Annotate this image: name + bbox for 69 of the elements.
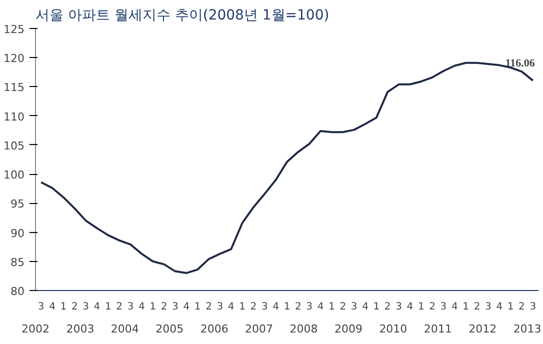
x-tick-label: 1 xyxy=(373,302,380,312)
x2-tick-label: 2008 xyxy=(290,322,318,336)
x-tick-label: 4 xyxy=(317,302,324,312)
x-tick-label: 1 xyxy=(150,302,156,312)
y-tick-label: 125 xyxy=(4,23,25,36)
x2-tick-label: 2011 xyxy=(424,322,452,336)
x-tick-label: 3 xyxy=(127,302,134,312)
y-tick-label: 105 xyxy=(4,139,25,152)
x2-tick-label: 2003 xyxy=(66,322,94,336)
x-tick-label: 4 xyxy=(406,302,414,312)
x-tick-label: 2 xyxy=(340,302,346,312)
x-tick-label: 3 xyxy=(350,302,358,312)
x2-tick-label: 2010 xyxy=(379,322,408,336)
x-tick-label: 3 xyxy=(172,302,178,312)
x2-tick-label: 2009 xyxy=(334,322,362,336)
x-tick-label: 3 xyxy=(82,302,89,312)
x-tick-label: 1 xyxy=(194,302,201,312)
chart-title: 서울 아파트 월세지수 추이(2008년 1월=100) xyxy=(36,8,330,24)
x-tick-label: 4 xyxy=(362,302,368,312)
y-tick-label: 120 xyxy=(4,52,25,66)
data-label: 116.06 xyxy=(505,58,536,70)
x2-tick-label: 2004 xyxy=(110,322,139,336)
x-tick-label: 1 xyxy=(507,302,514,312)
x-tick-label: 4 xyxy=(138,302,145,312)
x-tick-label: 2 xyxy=(160,302,168,312)
y-tick-label: 90 xyxy=(10,226,25,240)
x-tick-label: 2 xyxy=(518,302,525,312)
y-tick-label: 110 xyxy=(4,110,25,124)
x-tick-label: 1 xyxy=(418,302,424,312)
x-tick-label: 4 xyxy=(183,302,190,312)
x-tick-label: 3 xyxy=(530,302,536,312)
x2-tick-label: 2012 xyxy=(468,322,497,336)
x-tick-label: 3 xyxy=(306,302,313,312)
y-tick-label: 100 xyxy=(4,168,25,182)
x-tick-label: 3 xyxy=(485,302,492,312)
x-tick-label: 2 xyxy=(294,302,302,312)
x-tick-label: 2 xyxy=(429,302,436,312)
x-tick-label: 4 xyxy=(49,302,56,312)
x-tick-label: 3 xyxy=(216,302,224,312)
x-tick-label: 2 xyxy=(474,302,480,312)
y-tick-label: 115 xyxy=(4,81,25,94)
x2-tick-label: 2013 xyxy=(513,322,542,336)
x-tick-label: 1 xyxy=(328,302,335,312)
x-tick-label: 4 xyxy=(228,302,234,312)
x-tick-label: 4 xyxy=(272,302,280,312)
x-tick-label: 3 xyxy=(440,302,447,312)
x-tick-label: 2 xyxy=(250,302,257,312)
y-tick-label: 95 xyxy=(10,198,25,211)
x-tick-label: 2 xyxy=(384,302,391,312)
x-tick-label: 1 xyxy=(284,302,290,312)
x2-tick-label: 2007 xyxy=(245,322,274,336)
x2-tick-label: 2005 xyxy=(156,322,184,336)
x-tick-label: 2 xyxy=(71,302,78,312)
x-tick-label: 1 xyxy=(104,302,112,312)
x-tick-label: 4 xyxy=(451,302,458,312)
x-tick-label: 4 xyxy=(496,302,503,312)
x-tick-label: 1 xyxy=(239,302,246,312)
x-tick-label: 2 xyxy=(206,302,212,312)
x-tick-label: 3 xyxy=(261,302,268,312)
x2-tick-label: 2002 xyxy=(22,322,50,336)
x-tick-label: 1 xyxy=(60,302,67,312)
x-tick-label: 1 xyxy=(462,302,470,312)
x-tick-label: 3 xyxy=(396,302,402,312)
y-tick-label: 80 xyxy=(10,285,25,298)
x-tick-label: 3 xyxy=(38,302,44,312)
x2-tick-label: 2006 xyxy=(200,322,228,336)
y-tick-label: 85 xyxy=(10,256,25,269)
x-tick-label: 4 xyxy=(94,302,100,312)
x-tick-label: 2 xyxy=(116,302,123,312)
